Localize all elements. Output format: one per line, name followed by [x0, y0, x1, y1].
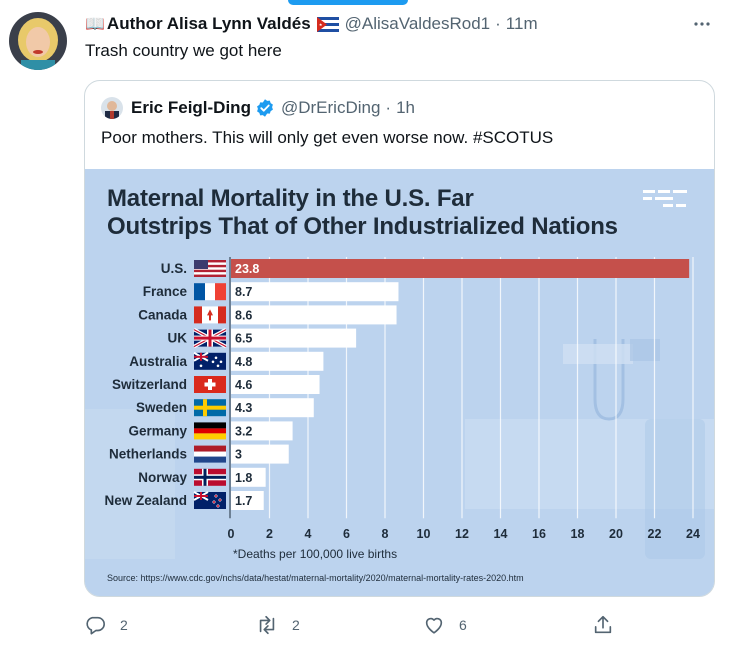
retweet-button[interactable]: 2: [256, 610, 300, 640]
x-tick-label: 2: [266, 527, 273, 541]
category-label: France: [143, 284, 188, 299]
country-flag-icon: [193, 328, 227, 349]
x-tick-label: 20: [609, 527, 623, 541]
heart-icon: [425, 617, 443, 634]
data-label: 1.7: [235, 494, 252, 508]
open-book-icon: 📖: [85, 16, 105, 33]
data-label: 4.6: [235, 378, 252, 392]
quoted-tweet[interactable]: Eric Feigl-Ding @DrEricDing · 1h Poor mo…: [84, 80, 715, 597]
infographic-title-line-2: Outstrips That of Other Industrialized N…: [107, 213, 618, 240]
category-label: New Zealand: [104, 493, 187, 508]
country-flag-icon: [194, 283, 226, 301]
category-label: Sweden: [136, 400, 187, 415]
quoted-author-avatar[interactable]: [101, 97, 123, 119]
country-flag-icon: [193, 351, 226, 370]
x-tick-label: 8: [382, 527, 389, 541]
share-button[interactable]: [592, 610, 628, 640]
bar: [231, 375, 320, 394]
tweet-text: Trash country we got here: [85, 41, 282, 60]
infographic-title: Maternal Mortality in the U.S. Far Outst…: [107, 185, 618, 241]
verified-badge-icon: [257, 99, 273, 117]
x-tick-label: 14: [494, 527, 508, 541]
data-label: 4.8: [235, 355, 252, 369]
country-flag-icon: [194, 260, 226, 277]
author-avatar[interactable]: [9, 12, 67, 70]
category-label: Australia: [129, 354, 187, 369]
country-flag-icon: [194, 468, 226, 486]
bar: [231, 305, 397, 325]
country-flag-icon: [193, 491, 226, 509]
chart-footnote: *Deaths per 100,000 live births: [233, 547, 398, 561]
reply-icon: [86, 616, 105, 635]
reply-count: 2: [120, 617, 128, 633]
infographic-title-line-1: Maternal Mortality in the U.S. Far: [107, 185, 474, 212]
data-label: 8.6: [235, 308, 252, 322]
category-label: Netherlands: [109, 447, 187, 462]
country-flag-icon: [194, 399, 226, 417]
tweet-timestamp[interactable]: 11m: [505, 14, 538, 33]
bar: [231, 467, 266, 487]
x-tick-label: 0: [228, 527, 235, 541]
data-label: 1.8: [235, 471, 252, 485]
retweet-count: 2: [292, 617, 300, 633]
quoted-tweet-text: Poor mothers. This will only get even wo…: [101, 128, 554, 147]
bar: [231, 351, 324, 371]
retweet-icon: [259, 615, 275, 635]
bar: [231, 328, 357, 348]
category-label: U.S.: [161, 261, 187, 276]
share-icon: [594, 615, 612, 634]
x-tick-label: 4: [305, 527, 312, 541]
x-tick-label: 10: [417, 527, 431, 541]
x-tick-label: 12: [455, 527, 469, 541]
category-label: Switzerland: [112, 377, 187, 392]
chart-source[interactable]: Source: https://www.cdc.gov/nchs/data/he…: [107, 573, 524, 583]
tweet-header: 📖 Author Alisa Lynn Valdés @AlisaValdesR…: [85, 13, 538, 35]
like-button[interactable]: 6: [423, 610, 467, 640]
category-label: Norway: [138, 470, 187, 485]
data-label: 8.7: [235, 285, 252, 299]
data-label: 4.3: [235, 401, 252, 415]
author-handle[interactable]: @AlisaValdesRod1: [344, 14, 491, 33]
category-label: Germany: [128, 423, 187, 438]
publisher-logo-icon: [643, 190, 687, 207]
category-label: Canada: [138, 307, 187, 322]
data-label: 3: [235, 448, 242, 462]
x-tick-label: 6: [343, 527, 350, 541]
separator-dot: ·: [385, 98, 392, 117]
x-tick-label: 22: [648, 527, 662, 541]
bar: [231, 259, 690, 278]
category-label: UK: [168, 331, 188, 346]
infographic-image[interactable]: Maternal Mortality in the U.S. Far Outst…: [85, 169, 714, 596]
infographic-background: [85, 169, 714, 596]
data-label: 23.8: [235, 262, 259, 276]
quoted-author-handle: @DrEricDing: [280, 98, 381, 117]
bar: [231, 491, 264, 510]
new-tweets-pill[interactable]: [288, 0, 408, 5]
x-tick-label: 16: [532, 527, 546, 541]
country-flag-icon: [194, 376, 226, 393]
bar: [231, 282, 399, 302]
country-flag-icon: [194, 306, 226, 324]
country-flag-icon: [194, 422, 226, 440]
bar: [231, 421, 293, 441]
quoted-tweet-timestamp: 1h: [396, 98, 415, 117]
x-tick-label: 18: [571, 527, 585, 541]
maternal-mortality-bar-chart: U.S. 23.8 France 8.7 Canada 8.6 UK 6.5 Australia…: [104, 257, 700, 541]
bar: [231, 444, 289, 464]
data-label: 3.2: [235, 424, 252, 438]
like-count: 6: [459, 617, 467, 633]
author-name[interactable]: Author Alisa Lynn Valdés: [106, 14, 311, 33]
cuba-flag-icon: [316, 16, 339, 32]
more-options-icon[interactable]: [690, 12, 714, 36]
quoted-tweet-header: Eric Feigl-Ding @DrEricDing · 1h: [101, 96, 415, 120]
country-flag-icon: [194, 445, 226, 463]
quoted-author-name[interactable]: Eric Feigl-Ding: [131, 98, 251, 117]
x-tick-label: 24: [686, 527, 700, 541]
data-label: 6.5: [235, 332, 252, 346]
reply-button[interactable]: 2: [84, 610, 128, 640]
bar: [231, 398, 314, 418]
separator-dot: ·: [495, 14, 501, 33]
tweet-actions: 2 2 6: [0, 610, 747, 640]
